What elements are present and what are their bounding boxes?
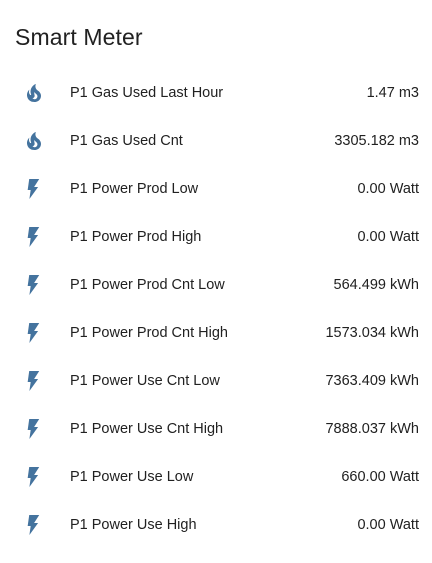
entity-state: 0.00 Watt (357, 181, 419, 197)
flash-icon (22, 321, 46, 345)
entity-row[interactable]: P1 Power Use Cnt High 7888.037 kWh (0, 405, 432, 453)
entity-row[interactable]: P1 Gas Used Last Hour 1.47 m3 (0, 69, 432, 117)
entity-state: 3305.182 m3 (334, 133, 419, 149)
entity-row[interactable]: P1 Power Use High 0.00 Watt (0, 501, 432, 549)
entity-state: 660.00 Watt (341, 469, 419, 485)
entity-name: P1 Power Prod Low (70, 181, 199, 197)
entity-row[interactable]: P1 Power Prod High 0.00 Watt (0, 213, 432, 261)
flash-icon (22, 465, 46, 489)
entity-name: P1 Power Prod High (70, 229, 202, 245)
entity-name: P1 Power Prod Cnt High (70, 325, 228, 341)
entity-list: P1 Gas Used Last Hour 1.47 m3 P1 Gas Used … (0, 69, 432, 549)
entity-state: 0.00 Watt (357, 229, 419, 245)
entity-state: 1.47 m3 (366, 85, 419, 101)
entity-row[interactable]: P1 Power Use Low 660.00 Watt (0, 453, 432, 501)
entity-name: P1 Power Use Low (70, 469, 194, 485)
entity-name: P1 Power Use Cnt High (70, 421, 224, 437)
entity-name: P1 Power Prod Cnt Low (70, 277, 225, 293)
flash-icon (22, 225, 46, 249)
entity-row[interactable]: P1 Power Prod Cnt High 1573.034 kWh (0, 309, 432, 357)
entity-state: 0.00 Watt (357, 517, 419, 533)
entity-row[interactable]: P1 Gas Used Cnt 3305.182 m3 (0, 117, 432, 165)
fire-icon (22, 129, 46, 153)
entity-state: 7888.037 kWh (325, 421, 419, 437)
entity-name: P1 Gas Used Cnt (70, 133, 183, 149)
entity-state: 7363.409 kWh (325, 373, 419, 389)
entity-row[interactable]: P1 Power Prod Low 0.00 Watt (0, 165, 432, 213)
flash-icon (22, 417, 46, 441)
entity-state: 1573.034 kWh (325, 325, 419, 341)
entity-state: 564.499 kWh (333, 277, 419, 293)
entity-row[interactable]: P1 Power Prod Cnt Low 564.499 kWh (0, 261, 432, 309)
flash-icon (22, 177, 46, 201)
entity-row[interactable]: P1 Power Use Cnt Low 7363.409 kWh (0, 357, 432, 405)
flash-icon (22, 273, 46, 297)
fire-icon (22, 81, 46, 105)
flash-icon (22, 513, 46, 537)
entity-name: P1 Gas Used Last Hour (70, 85, 224, 101)
flash-icon (22, 369, 46, 393)
entity-name: P1 Power Use High (70, 517, 197, 533)
card-title: Smart Meter (15, 24, 143, 50)
entity-name: P1 Power Use Cnt Low (70, 373, 220, 389)
